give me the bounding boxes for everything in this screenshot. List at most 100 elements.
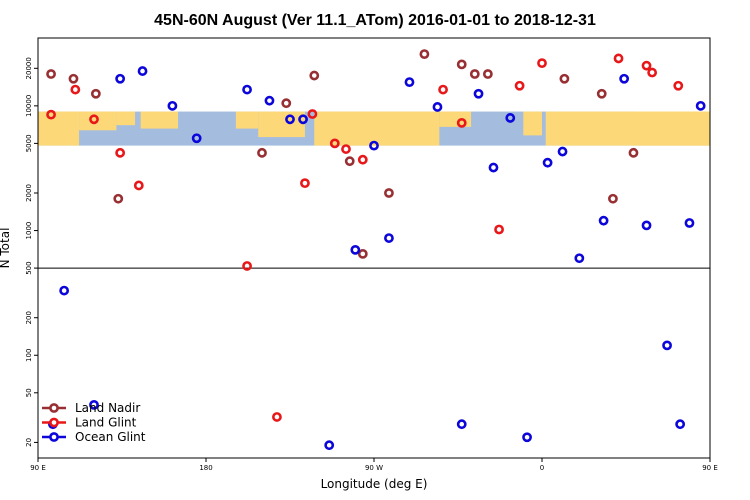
land-nadir-point: [281, 98, 292, 109]
land-glint-point: [242, 261, 252, 271]
y-tick-label: 200: [25, 311, 33, 324]
legend-label-land-glint: Land Glint: [75, 416, 137, 430]
land-far-east: [116, 111, 136, 126]
land-nadir-point: [46, 69, 56, 79]
ocean-glint-point: [404, 77, 415, 88]
land-glint-point: [307, 109, 318, 119]
ocean-glint-point: [557, 146, 568, 157]
ocean-glint-point: [598, 215, 609, 226]
land-labrador: [439, 111, 472, 127]
ocean-glint-point: [522, 432, 532, 443]
land-nadir-point: [257, 147, 267, 158]
land-nadir-point: [309, 70, 320, 81]
x-tick-label: 90 E: [702, 464, 718, 472]
land-alaska: [235, 111, 259, 129]
land-glint-point: [133, 180, 144, 191]
x-tick-label: 180: [199, 464, 212, 472]
land-nadir-point: [608, 193, 618, 204]
ocean-glint-point: [695, 100, 706, 111]
land-nadir-point: [419, 49, 430, 59]
land-glint-point: [494, 224, 504, 235]
x-tick-label: 90 E: [30, 464, 46, 472]
ocean-glint-point: [264, 95, 275, 106]
data-points: [46, 49, 728, 451]
land-nadir-point: [68, 73, 79, 84]
legend-marker-land-nadir: [49, 403, 59, 413]
y-tick-label: 20000: [25, 57, 33, 79]
ocean-glint-point: [242, 84, 252, 95]
land-nadir-point: [469, 69, 480, 79]
land-glint-point: [613, 53, 624, 64]
land-glint-point: [46, 109, 56, 120]
chart-title: 45N-60N August (Ver 11.1_ATom) 2016-01-0…: [154, 12, 596, 29]
ocean-glint-point: [137, 66, 148, 76]
legend-label-ocean-glint: Ocean Glint: [75, 430, 146, 444]
land-glint-point: [115, 147, 126, 158]
plot-frame: [37, 37, 711, 459]
land-glint-point: [357, 154, 368, 165]
ocean-glint-point: [167, 100, 178, 111]
land-glint-point: [456, 117, 467, 128]
ocean-glint-point: [432, 102, 443, 112]
legend-label-land-nadir: Land Nadir: [75, 401, 140, 415]
land-glint-point: [70, 84, 81, 95]
ocean-glint-point: [505, 113, 516, 123]
y-tick-label: 2000: [25, 184, 33, 202]
land-glint-point: [329, 138, 340, 149]
land-nadir-point: [344, 156, 355, 167]
ocean-glint-point: [115, 73, 126, 84]
land-nadir-point: [357, 248, 368, 259]
ocean-glint-point: [662, 340, 672, 351]
ocean-glint-point: [298, 114, 308, 125]
land-glint-point: [721, 114, 728, 121]
land-glint-point: [647, 67, 658, 78]
ocean-glint-point: [191, 133, 202, 144]
ocean-glint-point: [619, 73, 630, 84]
x-tick-label: 0: [540, 464, 544, 472]
ocean-glint-point: [574, 253, 585, 264]
ocean-glint-point: [456, 419, 467, 430]
land-nadir-point: [482, 69, 493, 79]
land-nadir-point: [384, 188, 394, 198]
land-nadir-point: [559, 73, 570, 84]
land-nadir-point: [628, 147, 639, 158]
land-nadir-point: [113, 193, 124, 204]
y-tick-label: 20: [25, 438, 33, 447]
y-axis-label: N Total: [0, 228, 12, 269]
ocean-glint-point: [369, 140, 379, 151]
world-map-band: [38, 111, 747, 146]
land-nadir-point: [596, 88, 607, 99]
ocean-glint-point: [641, 220, 652, 231]
y-tick-label: 50: [25, 388, 33, 397]
land-glint-point: [514, 80, 525, 91]
legend-marker-land-glint: [49, 417, 59, 428]
land-glint-point: [341, 144, 351, 154]
ocean-glint-point: [89, 399, 99, 410]
land-siberia: [635, 111, 710, 146]
ocean-glint-point: [324, 440, 335, 451]
land-kamchatka: [140, 111, 178, 129]
land-nadir-point: [90, 88, 101, 99]
land-glint-point: [537, 58, 547, 69]
land-glint-point: [641, 60, 652, 71]
land-british-isles: [523, 111, 542, 136]
land-glint-point: [438, 84, 448, 95]
y-tick-label: 10000: [25, 95, 33, 117]
x-axis: 90 E 180 90 W 0 90 E: [30, 458, 718, 472]
ocean-glint-point: [384, 233, 394, 243]
y-tick-label: 1000: [25, 222, 33, 240]
land-glint-point: [673, 80, 684, 91]
land-glint-point: [89, 114, 99, 125]
land-asia-repeat: [710, 112, 747, 146]
y-axis: 20 50 100 200 500 1000 2000 5000 10000 20000: [25, 57, 38, 447]
land-canada-west: [258, 111, 305, 138]
ocean-glint-point: [488, 162, 499, 173]
y-tick-label: 500: [25, 261, 33, 274]
ocean-glint-point: [350, 244, 361, 255]
y-tick-label: 100: [25, 349, 33, 362]
ocean-glint-point: [59, 285, 70, 296]
ocean-glint-point: [473, 88, 484, 99]
x-axis-label: Longitude (deg E): [321, 477, 428, 491]
